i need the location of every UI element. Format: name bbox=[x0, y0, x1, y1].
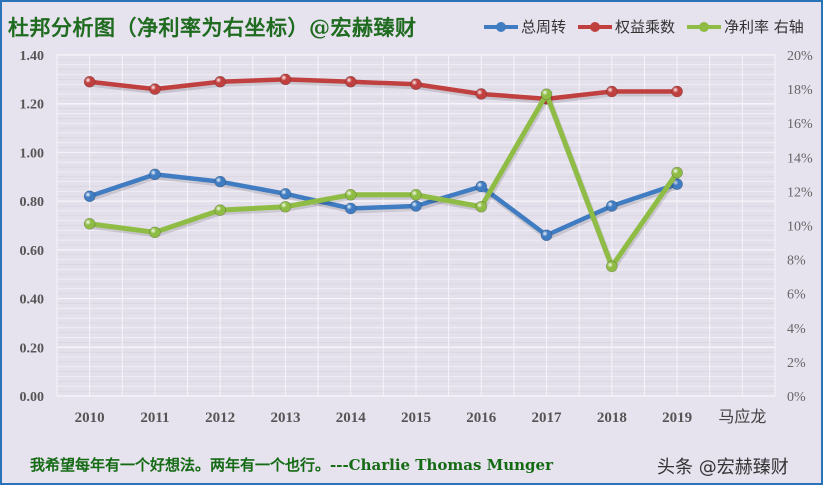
x-tick-label: 2017 bbox=[532, 410, 563, 426]
series-line-0 bbox=[88, 172, 678, 238]
y-right-tick-label: 4% bbox=[787, 322, 806, 337]
x-tick-label: 2019 bbox=[662, 410, 692, 426]
y-left-tick-label: 1.40 bbox=[20, 49, 45, 64]
y-right-tick-label: 20% bbox=[787, 49, 813, 64]
y-left-tick-label: 0.40 bbox=[20, 293, 45, 308]
plot-area: 0.00 0.20 0.40 0.60 0.80 1.00 1.20 1.40 0% 2% 4% 6%… bbox=[20, 49, 814, 426]
data-point-marker bbox=[83, 75, 96, 88]
legend-blue-line-icon bbox=[484, 21, 518, 32]
y-right-tick-label: 14% bbox=[787, 151, 813, 166]
y-right-tick-label: 12% bbox=[787, 185, 813, 200]
data-point-marker bbox=[410, 200, 422, 212]
company-label: 马应龙 bbox=[718, 407, 766, 426]
data-point-marker bbox=[540, 229, 553, 242]
data-point-marker bbox=[149, 226, 161, 239]
data-point-marker bbox=[475, 88, 488, 100]
y-left-tick-label: 1.20 bbox=[20, 98, 45, 113]
x-tick-label: 2014 bbox=[336, 410, 367, 426]
y-right-tick-label: 2% bbox=[787, 356, 806, 371]
data-point-marker bbox=[671, 166, 683, 179]
y-left-tick-label: 0.60 bbox=[20, 244, 45, 259]
data-point-marker bbox=[606, 200, 618, 212]
data-point-marker bbox=[475, 180, 488, 193]
y-right-tick-label: 18% bbox=[787, 83, 813, 98]
y-right-tick-label: 8% bbox=[787, 254, 806, 269]
data-point-marker bbox=[279, 73, 292, 86]
data-point-marker bbox=[149, 168, 161, 181]
y-right-tick-label: 16% bbox=[787, 117, 813, 132]
data-point-marker bbox=[279, 200, 292, 213]
legend-item-equity-multiplier: 权益乘数 bbox=[578, 16, 675, 37]
legend-red-line-icon bbox=[578, 21, 613, 32]
legend-green-line-icon bbox=[687, 21, 722, 32]
data-point-marker bbox=[214, 75, 226, 88]
x-tick-label: 2015 bbox=[401, 410, 431, 426]
x-tick-label: 2018 bbox=[597, 410, 627, 426]
y-right-tick-label: 0% bbox=[787, 390, 806, 405]
series-line-2 bbox=[89, 91, 680, 269]
data-point-marker bbox=[149, 83, 161, 95]
data-point-marker bbox=[671, 85, 683, 98]
data-point-marker bbox=[606, 85, 618, 98]
data-point-marker bbox=[410, 189, 422, 201]
data-point-marker bbox=[410, 78, 422, 91]
x-tick-label: 2012 bbox=[205, 410, 235, 426]
chart-title: 杜邦分析图（净利率为右坐标）@宏赫臻财 bbox=[8, 15, 417, 40]
x-tick-label: 2010 bbox=[75, 410, 105, 426]
legend-item-net-margin: 净利率 右轴 bbox=[687, 16, 804, 37]
legend-item-total-turnover: 总周转 bbox=[484, 16, 566, 37]
data-point-marker bbox=[606, 260, 618, 273]
data-point-marker bbox=[83, 190, 96, 203]
y-left-tick-label: 0.00 bbox=[20, 390, 45, 405]
y-right-tick-label: 6% bbox=[787, 288, 806, 303]
legend: 总周转 权益乘数 净利率 右轴 bbox=[484, 16, 804, 37]
data-point-marker bbox=[540, 88, 553, 101]
munger-quote: 我希望每年有一个好想法。两年有一个也行。---Charlie Thomas Mu… bbox=[30, 456, 553, 474]
y-right-tick-label: 10% bbox=[787, 220, 813, 235]
data-point-marker bbox=[214, 175, 226, 188]
data-point-marker bbox=[214, 204, 226, 216]
watermark: 头条 @宏赫臻财 bbox=[657, 457, 789, 478]
y-left-tick-label: 0.80 bbox=[20, 195, 45, 210]
data-point-marker bbox=[344, 189, 357, 201]
data-point-marker bbox=[475, 200, 488, 213]
data-point-marker bbox=[83, 217, 96, 230]
series-line-1 bbox=[89, 77, 678, 102]
x-tick-label: 2013 bbox=[270, 410, 300, 426]
data-point-marker bbox=[344, 202, 357, 215]
x-tick-label: 2016 bbox=[466, 410, 497, 426]
data-point-marker bbox=[344, 75, 357, 88]
legend-label: 净利率 右轴 bbox=[724, 18, 804, 36]
data-point-marker bbox=[279, 188, 292, 200]
legend-label: 总周转 bbox=[521, 18, 567, 36]
y-left-tick-label: 1.00 bbox=[20, 146, 45, 161]
x-tick-label: 2011 bbox=[140, 410, 169, 426]
legend-label: 权益乘数 bbox=[615, 18, 676, 36]
y-left-tick-label: 0.20 bbox=[20, 341, 45, 356]
